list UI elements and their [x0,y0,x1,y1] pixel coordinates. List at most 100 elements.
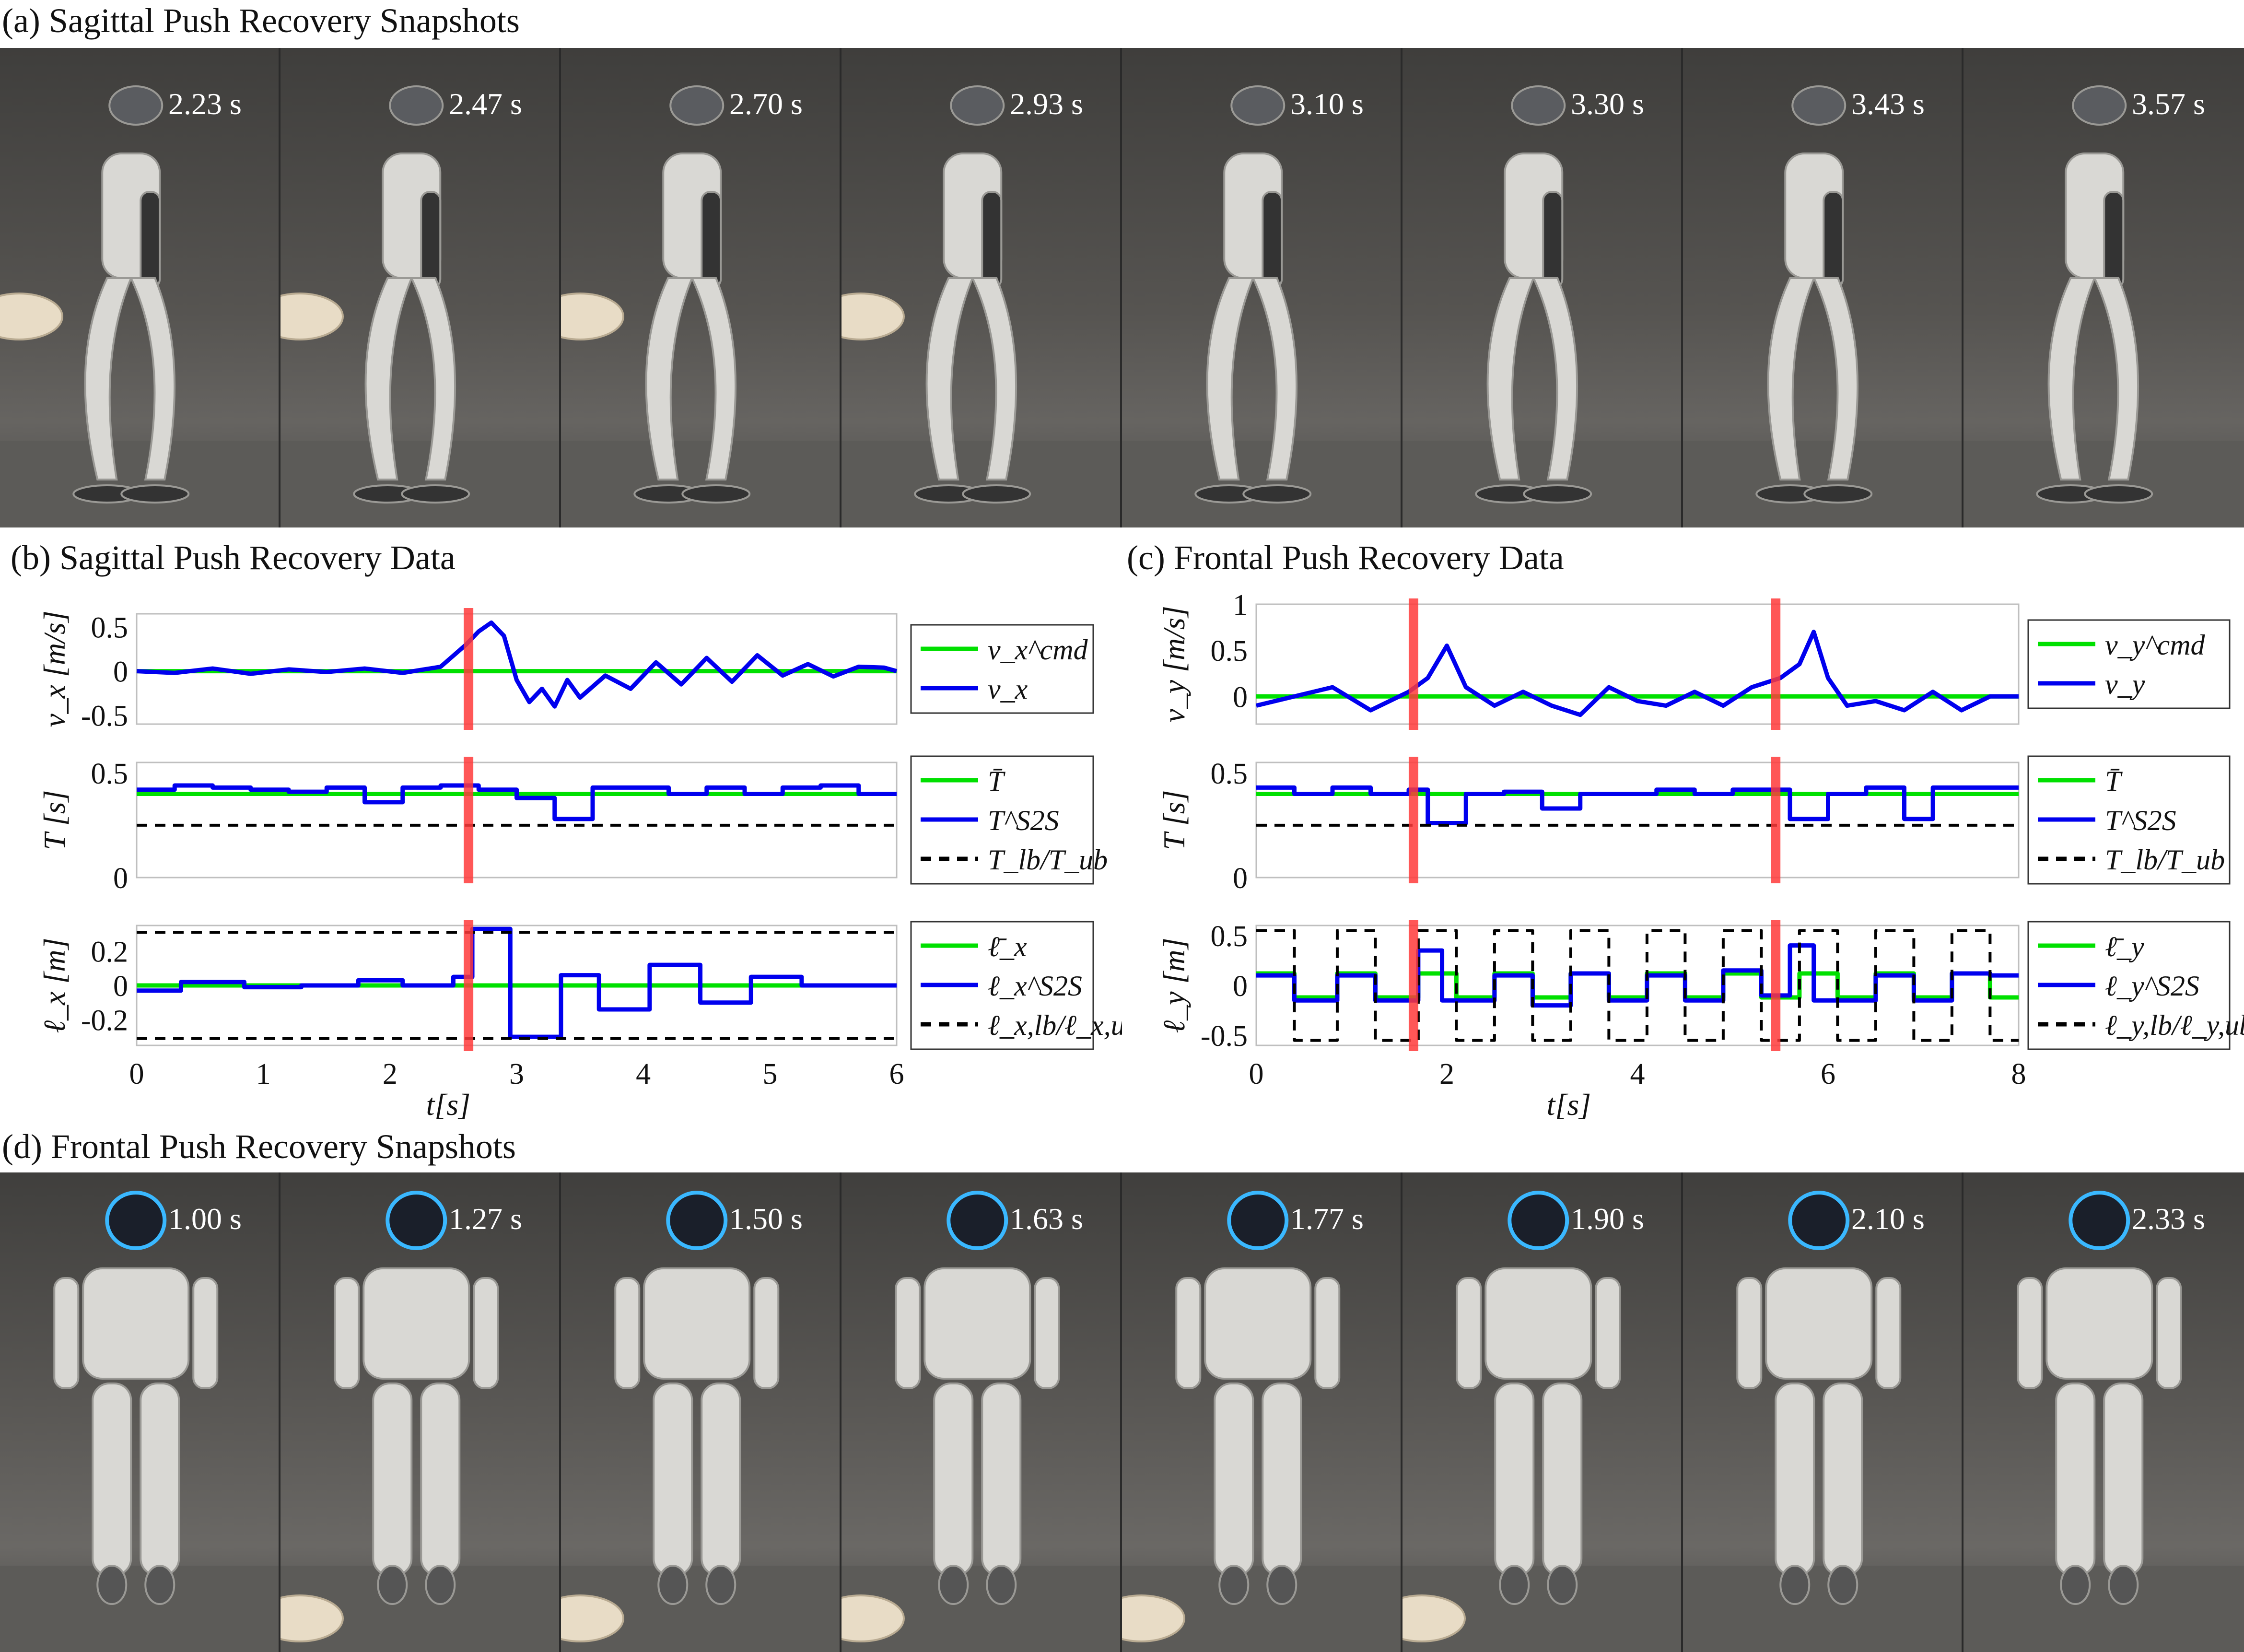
frontal-data-chart: 1 0.5 0 v_y [m/s] v_y^cmd v_y 0.5 0 T [s] T̄ T^S2S… [1157,589,2244,1122]
x-tick-label: 2 [1439,1058,1454,1090]
pushing-hand-icon [280,293,344,340]
robot-body [353,85,470,504]
x-tick-label: 6 [1821,1058,1835,1090]
snapshot-frame: 1.63 s [842,1172,1122,1652]
y-tick-label: 0 [113,970,128,1003]
legend-entry: ℓ̄_y [2105,931,2144,962]
axes-frame [136,762,898,879]
floor [842,441,1120,527]
panel-b-title: (b) Sagittal Push Recovery Data [11,539,456,577]
floor [1683,1566,1962,1652]
robot-body [2036,85,2153,504]
snapshot-timestamp: 2.23 s [168,87,242,121]
floor [0,1566,279,1652]
y-tick-label: -0.5 [1201,1020,1248,1053]
snapshot-frame: 2.23 s [0,48,280,527]
series-line [1256,929,2019,1042]
snapshot-timestamp: 3.57 s [2132,87,2205,121]
y-tick-label: 0 [113,656,128,689]
x-tick-label: 2 [383,1058,397,1090]
floor [561,441,840,527]
x-tick-label: 3 [509,1058,524,1090]
robot-figure [1402,1191,1681,1652]
x-tick-label: 0 [129,1058,144,1090]
floor [1964,1566,2244,1652]
panel-a-title: (a) Sagittal Push Recovery Snapshots [2,1,520,40]
legend-entry: ℓ̄_x [988,931,1027,962]
floor [0,441,279,527]
push-marker [464,757,474,883]
push-marker [1771,757,1781,883]
robot-figure [280,85,559,527]
sagittal-data-chart: 0.5 0 -0.5 v_x [m/s] v_x^cmd v_x 0.5 0 T [s] T̄ T^… [37,608,1122,1122]
y-axis-label: ℓ_y [m] [1157,937,1191,1033]
y-axis-label: ℓ_x [m] [37,937,71,1033]
subplot-1: 0.5 0 T [s] T̄ T^S2S T_lb/T_ub [1157,755,2231,895]
y-tick-label: 0.5 [91,612,129,644]
legend-entry: T̄ [2105,765,2123,797]
snapshot-timestamp: 1.63 s [1010,1202,1083,1236]
subplot-2: 0.5 0 -0.5 ℓ_y [m] ℓ̄_y ℓ_y^S2S ℓ_y,lb/ℓ_y,ub [1157,920,2244,1053]
robot-body [1736,1191,1902,1605]
snapshot-timestamp: 1.50 s [729,1202,803,1236]
push-marker [464,608,474,730]
panel-d-title: (d) Frontal Push Recovery Snapshots [2,1127,516,1166]
robot-figure [280,1191,559,1652]
push-marker [1771,598,1781,730]
robot-body [53,1191,219,1605]
y-tick-label: 0 [1233,681,1248,714]
legend-entry: ℓ_y^S2S [2105,970,2199,1002]
pushing-hand-icon [1402,1594,1466,1642]
robot-body [2017,1191,2182,1605]
push-marker [1408,598,1418,730]
snapshot-frame: 2.47 s [280,48,561,527]
push-marker [464,920,474,1051]
axes-frame [136,613,898,725]
y-tick-label: 1 [1233,589,1248,621]
snapshot-timestamp: 1.77 s [1290,1202,1364,1236]
floor [280,441,559,527]
snapshot-timestamp: 3.30 s [1571,87,1644,121]
snapshot-timestamp: 1.00 s [168,1202,242,1236]
floor [1964,441,2244,527]
legend: v_x^cmd v_x [910,624,1094,714]
legend-entry: T̄ [988,765,1005,797]
legend: v_y^cmd v_y [2027,619,2231,709]
floor [1122,441,1401,527]
y-axis-label: v_y [m/s] [1157,606,1191,723]
robot-body [334,1191,499,1605]
y-tick-label: 0.5 [1211,758,1248,790]
snapshot-frame: 3.43 s [1683,48,1964,527]
subplot-0: 1 0.5 0 v_y [m/s] v_y^cmd v_y [1157,589,2231,730]
y-tick-label: -0.2 [81,1004,128,1037]
snapshot-frame: 2.10 s [1683,1172,1964,1652]
snapshot-frame: 1.77 s [1122,1172,1402,1652]
frontal-snapshot-strip: 1.00 s 1.27 s 1.50 s 1.63 s 1.77 s 1.90 s 2.10… [0,1172,2244,1652]
push-marker [1771,920,1781,1051]
subplot-2: 0.20-0.2 ℓ_x [m] ℓ̄_x ℓ_x^S2S ℓ_x,lb/ℓ_x,ub [37,920,1122,1051]
x-tick-label: 0 [1249,1058,1264,1090]
legend: ℓ̄_x ℓ_x^S2S ℓ_x,lb/ℓ_x,ub [910,921,1122,1050]
series-line [1256,943,2019,1008]
snapshot-frame: 2.33 s [1964,1172,2244,1652]
y-tick-label: -0.5 [81,700,128,733]
snapshot-timestamp: 2.47 s [449,87,522,121]
robot-figure [842,85,1120,527]
legend-entry: v_y^cmd [2105,629,2206,661]
robot-body [614,1191,780,1605]
robot-figure [842,1191,1120,1652]
sagittal-snapshot-strip: 2.23 s 2.47 s 2.70 s 2.93 s 3.10 s 3.30 s 3.43… [0,48,2244,527]
snapshot-timestamp: 2.70 s [729,87,803,121]
robot-figure [1964,1191,2244,1652]
push-marker [1408,757,1418,883]
legend-entry: T^S2S [988,805,1059,836]
x-tick-label: 1 [256,1058,271,1090]
panel-c-title: (c) Frontal Push Recovery Data [1127,539,1564,577]
robot-body [72,85,190,504]
pushing-hand-icon [0,293,63,340]
y-tick-label: 0 [1233,970,1248,1003]
axes-frame [1255,925,2020,1046]
pushing-hand-icon [842,1594,905,1642]
legend-entry: ℓ_x,lb/ℓ_x,ub [988,1009,1122,1041]
robot-figure [561,1191,840,1652]
